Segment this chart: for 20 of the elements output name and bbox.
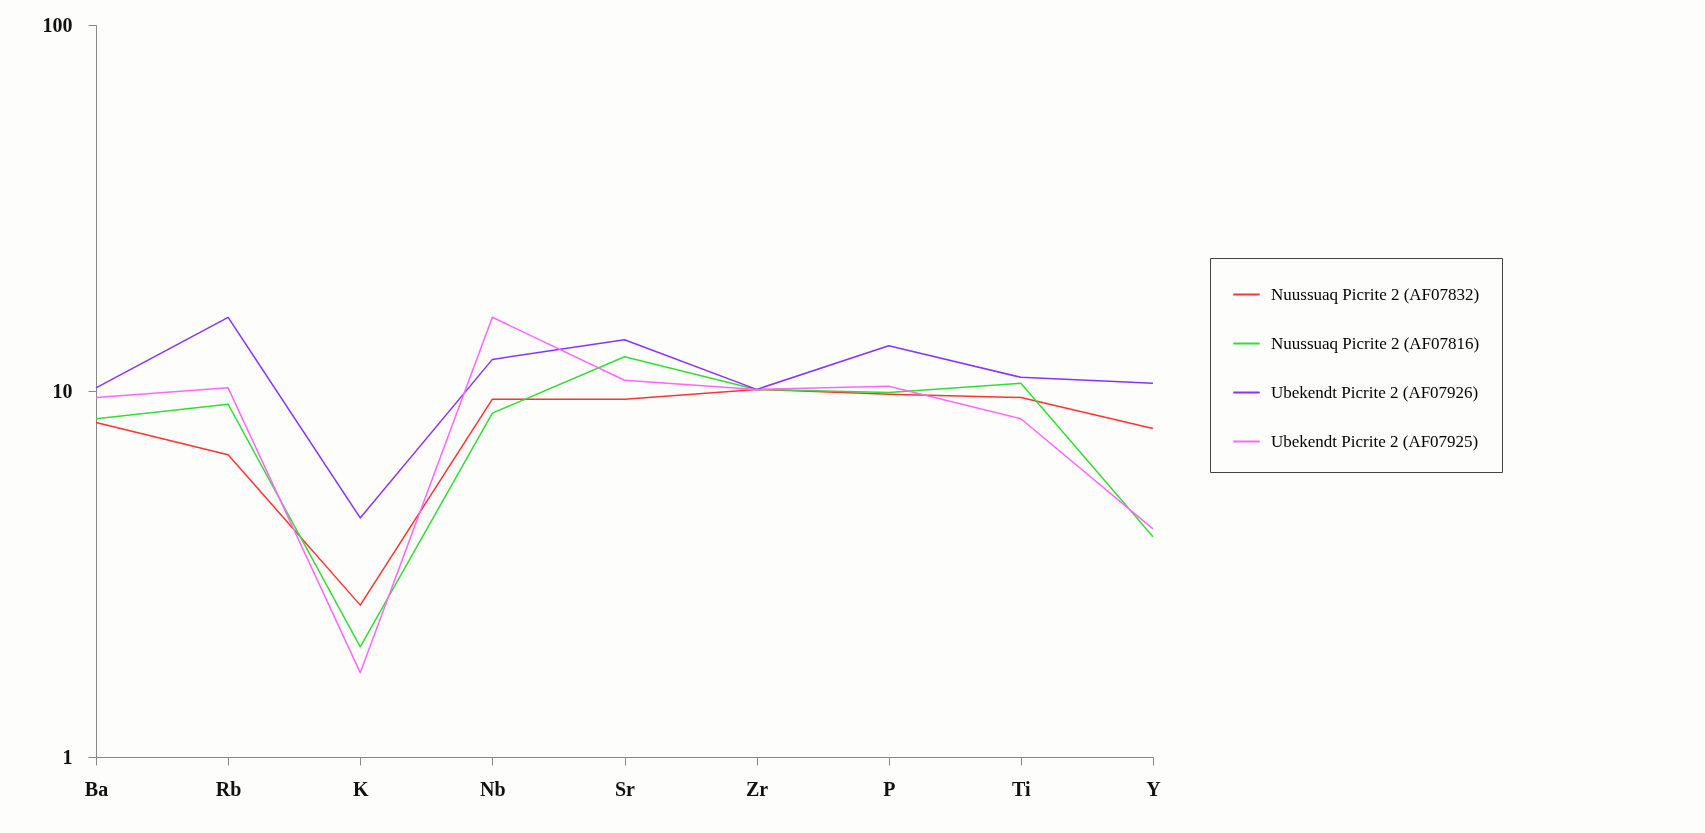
legend-label: Nuussuaq Picrite 2 (AF07816) <box>1271 333 1480 353</box>
x-tick-label: Ti <box>1012 777 1032 800</box>
x-tick-label: Rb <box>215 777 242 800</box>
x-tick-label: K <box>352 777 369 800</box>
x-tick-label: P <box>883 777 896 800</box>
legend-label: Ubekendt Picrite 2 (AF07926) <box>1271 382 1479 402</box>
x-tick-label: Ba <box>84 777 109 800</box>
y-tick-label: 100 <box>42 13 73 36</box>
y-tick-label: 10 <box>52 379 73 402</box>
legend-label: Ubekendt Picrite 2 (AF07925) <box>1271 431 1479 451</box>
line-series <box>95 388 1154 606</box>
y-tick-label: 1 <box>62 745 73 768</box>
legend-label: Nuussuaq Picrite 2 (AF07832) <box>1271 284 1480 304</box>
line-series <box>95 356 1154 648</box>
x-tick-label: Nb <box>480 777 506 800</box>
line-series <box>95 316 1154 519</box>
x-tick-label: Zr <box>746 777 769 800</box>
x-tick-label: Y <box>1146 777 1162 800</box>
x-tick-label: Sr <box>615 777 636 800</box>
line-series <box>95 316 1154 674</box>
